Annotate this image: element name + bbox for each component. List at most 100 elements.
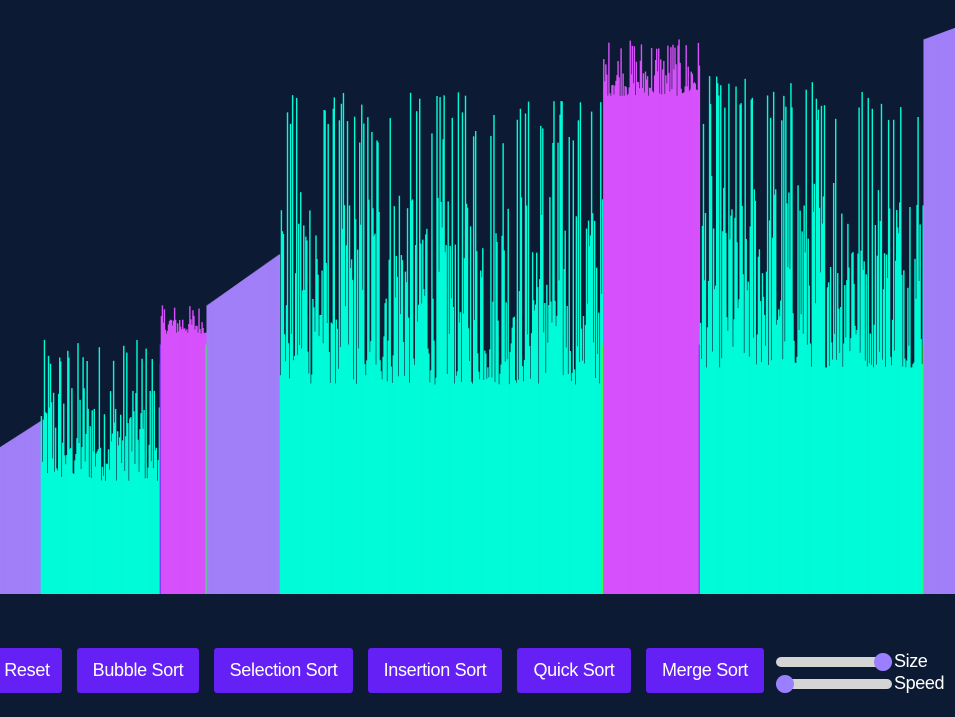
bar [566, 306, 568, 594]
quick-sort-button[interactable]: Quick Sort [517, 648, 631, 693]
bar [391, 382, 393, 594]
bar [41, 461, 44, 594]
bar [842, 366, 844, 594]
bar [752, 337, 755, 594]
bar [125, 436, 127, 594]
bar [408, 382, 411, 594]
bar [551, 322, 553, 594]
bar [549, 197, 551, 594]
bar [749, 226, 751, 594]
bar [608, 42, 610, 594]
bar [766, 95, 769, 594]
speed-slider[interactable] [776, 675, 892, 693]
bar [605, 64, 607, 594]
bar [157, 459, 160, 594]
size-slider[interactable] [776, 653, 892, 671]
bar [35, 423, 38, 594]
bar [571, 372, 573, 594]
bar [392, 355, 394, 594]
bar [57, 393, 60, 594]
bar [660, 59, 662, 594]
bar [541, 214, 543, 594]
bar [387, 340, 389, 594]
bar [300, 192, 302, 594]
bar [424, 296, 426, 594]
bar [248, 275, 250, 594]
bar [269, 260, 271, 594]
bar [513, 316, 516, 594]
bar [893, 350, 896, 594]
bar [590, 111, 593, 594]
selection-sort-button[interactable]: Selection Sort [214, 648, 353, 693]
bar [747, 281, 749, 594]
bar [784, 341, 786, 594]
bar [171, 325, 174, 594]
bar [346, 121, 349, 594]
insertion-sort-button[interactable]: Insertion Sort [368, 648, 502, 693]
bar [39, 421, 42, 594]
bar [779, 316, 781, 594]
bar [509, 352, 511, 594]
merge-sort-button[interactable]: Merge Sort [646, 648, 764, 693]
bar [4, 444, 6, 594]
bar [855, 334, 857, 594]
bar [124, 470, 126, 594]
bar [740, 103, 742, 594]
bar [130, 417, 132, 594]
bar [16, 436, 18, 594]
bar [591, 213, 594, 594]
bar [220, 295, 223, 594]
bar [431, 133, 433, 594]
bar [217, 297, 220, 594]
bar [223, 293, 226, 594]
bar [545, 372, 547, 594]
bar [514, 380, 517, 594]
size-slider-track[interactable] [776, 657, 892, 667]
bar [374, 233, 376, 594]
bar [265, 263, 267, 594]
bar [105, 463, 108, 594]
speed-slider-track[interactable] [776, 679, 892, 689]
bar [20, 433, 22, 594]
bar [559, 114, 561, 594]
bar [834, 118, 837, 594]
bar [883, 253, 886, 594]
bar [390, 366, 392, 594]
bar [827, 282, 830, 594]
bar [154, 450, 157, 594]
bar [704, 212, 707, 594]
bar [331, 323, 333, 594]
bar [555, 326, 557, 594]
bar [693, 82, 696, 594]
bar [866, 366, 868, 594]
bar [464, 95, 467, 594]
bar [931, 36, 934, 594]
bar [813, 183, 816, 594]
bar [150, 461, 152, 594]
bar [663, 61, 665, 594]
bar [557, 142, 559, 594]
bar [115, 480, 118, 594]
bar [771, 237, 774, 594]
bar [359, 142, 361, 594]
reset-button[interactable]: Reset [0, 648, 62, 693]
bar [634, 95, 637, 594]
bar [620, 48, 622, 594]
bar [409, 92, 412, 594]
bar [487, 367, 489, 594]
bar-visualization [0, 28, 955, 594]
bar [920, 339, 922, 594]
bar [788, 192, 790, 594]
bar [394, 297, 397, 594]
bar [701, 225, 704, 594]
bar [79, 399, 81, 594]
bar [560, 101, 562, 594]
bar [491, 377, 493, 594]
bar [587, 220, 590, 594]
bar [485, 353, 487, 594]
bar [326, 323, 328, 594]
bubble-sort-button[interactable]: Bubble Sort [77, 648, 199, 693]
bar [574, 384, 577, 594]
size-slider-thumb[interactable] [874, 653, 892, 671]
speed-slider-thumb[interactable] [776, 675, 794, 693]
